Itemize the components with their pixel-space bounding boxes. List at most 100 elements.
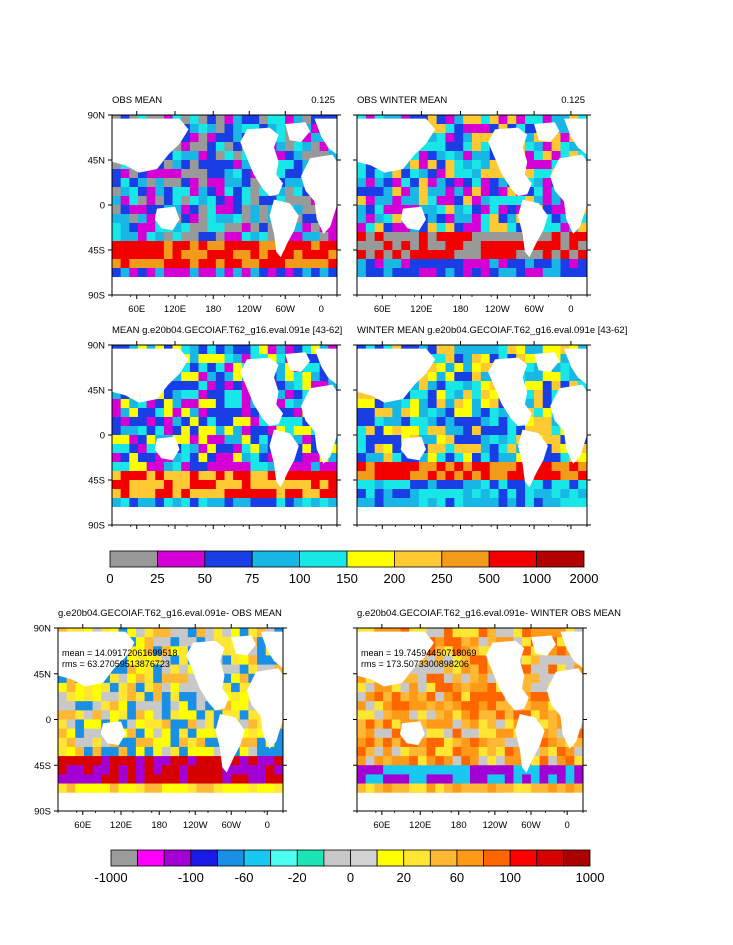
field-cell (233, 426, 243, 436)
field-cell (533, 471, 544, 481)
field-cell (472, 151, 482, 161)
field-cell (472, 223, 482, 233)
field-cell (241, 498, 251, 508)
field-cell (311, 124, 321, 134)
field-cell (418, 232, 429, 242)
field-cell (574, 728, 584, 739)
field-cell (231, 655, 241, 665)
field-cell (445, 417, 455, 427)
field-cell (181, 480, 191, 490)
field-cell (454, 345, 464, 355)
field-cell (507, 259, 517, 269)
field-cell (504, 746, 514, 757)
field-cell (161, 774, 171, 784)
field-cell (496, 628, 506, 638)
field-cell (496, 783, 506, 794)
colorbar-swatch (323, 849, 351, 867)
colorbar-label: 200 (384, 571, 406, 586)
field-cell (489, 259, 499, 269)
field-cell (120, 480, 130, 490)
field-cell (311, 498, 321, 508)
field-cell (137, 408, 148, 418)
field-cell (250, 250, 260, 260)
field-cell (410, 417, 420, 427)
field-cell (112, 453, 122, 463)
field-cell (374, 187, 384, 197)
field-cell (207, 453, 217, 463)
field-cell (365, 471, 376, 481)
colorbar-label: -1000 (94, 870, 127, 885)
field-cell (137, 453, 148, 463)
field-cell (551, 223, 561, 233)
field-cell (392, 268, 402, 278)
field-cell (516, 489, 526, 499)
field-cell (153, 637, 163, 647)
field-cell (533, 390, 544, 400)
field-cell (293, 435, 303, 445)
field-cell (472, 408, 482, 418)
field-cell (179, 664, 189, 675)
field-cell (153, 746, 163, 757)
field-cell (207, 381, 217, 391)
field-cell (172, 399, 182, 409)
field-cell (172, 480, 182, 490)
field-cell (435, 646, 445, 656)
field-cell (498, 232, 508, 242)
field-cell (196, 737, 206, 748)
field-cell (454, 462, 464, 472)
field-cell (374, 259, 384, 269)
field-cell (215, 390, 225, 400)
field-cell (179, 728, 189, 739)
field-cell (507, 214, 517, 224)
field-cell (198, 223, 208, 233)
field-cell (443, 783, 454, 794)
field-cell (443, 765, 454, 775)
field-cell (285, 268, 295, 278)
field-cell (560, 241, 570, 251)
field-cell (452, 637, 462, 647)
field-cell (92, 728, 102, 739)
field-cell (187, 719, 197, 730)
field-cell (198, 115, 208, 125)
field-cell (233, 435, 243, 445)
field-cell (409, 765, 419, 775)
colorbar-swatch (536, 849, 564, 867)
field-cell (189, 169, 199, 179)
field-cell (365, 746, 375, 757)
field-cell (135, 783, 145, 794)
field-cell (445, 142, 455, 152)
field-cell (435, 710, 445, 720)
field-cell (435, 765, 445, 775)
field-cell (259, 187, 269, 197)
field-cell (454, 489, 464, 499)
field-cell (92, 692, 102, 702)
field-cell (383, 259, 393, 269)
field-cell (556, 765, 567, 775)
field-cell (516, 259, 526, 269)
field-cell (224, 354, 234, 364)
field-cell (118, 756, 128, 766)
field-cell (365, 737, 375, 748)
field-cell (179, 737, 189, 748)
field-cell (179, 628, 189, 638)
field-cell (215, 381, 225, 391)
field-cell (427, 160, 438, 170)
field-cell (409, 692, 419, 702)
field-cell (357, 426, 367, 436)
field-cell (478, 701, 488, 711)
field-cell (207, 142, 217, 152)
field-cell (513, 746, 523, 757)
field-cell (75, 783, 85, 794)
field-cell (189, 498, 199, 508)
field-cell (137, 471, 148, 481)
field-cell (551, 444, 561, 454)
field-cell (445, 381, 455, 391)
field-cell (137, 444, 148, 454)
field-cell (293, 372, 303, 382)
field-cell (196, 692, 206, 702)
field-cell (144, 628, 154, 638)
field-cell (454, 151, 464, 161)
field-cell (311, 232, 321, 242)
field-cell (436, 259, 446, 269)
field-cell (118, 737, 128, 748)
